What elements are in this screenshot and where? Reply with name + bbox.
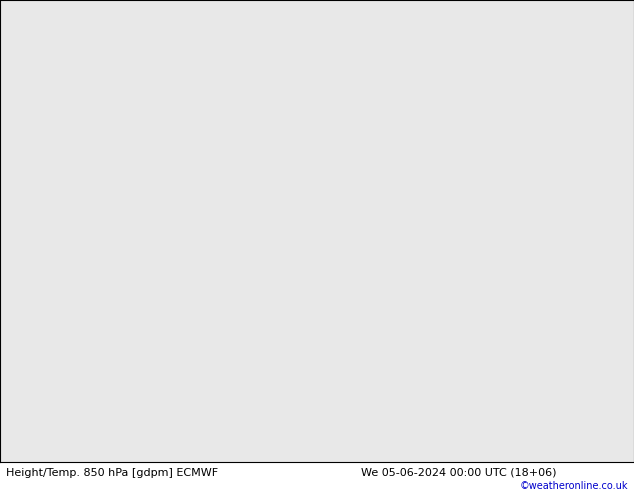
Text: Height/Temp. 850 hPa [gdpm] ECMWF: Height/Temp. 850 hPa [gdpm] ECMWF	[6, 468, 219, 478]
Text: We 05-06-2024 00:00 UTC (18+06): We 05-06-2024 00:00 UTC (18+06)	[361, 468, 557, 478]
Text: ©weatheronline.co.uk: ©weatheronline.co.uk	[519, 481, 628, 490]
